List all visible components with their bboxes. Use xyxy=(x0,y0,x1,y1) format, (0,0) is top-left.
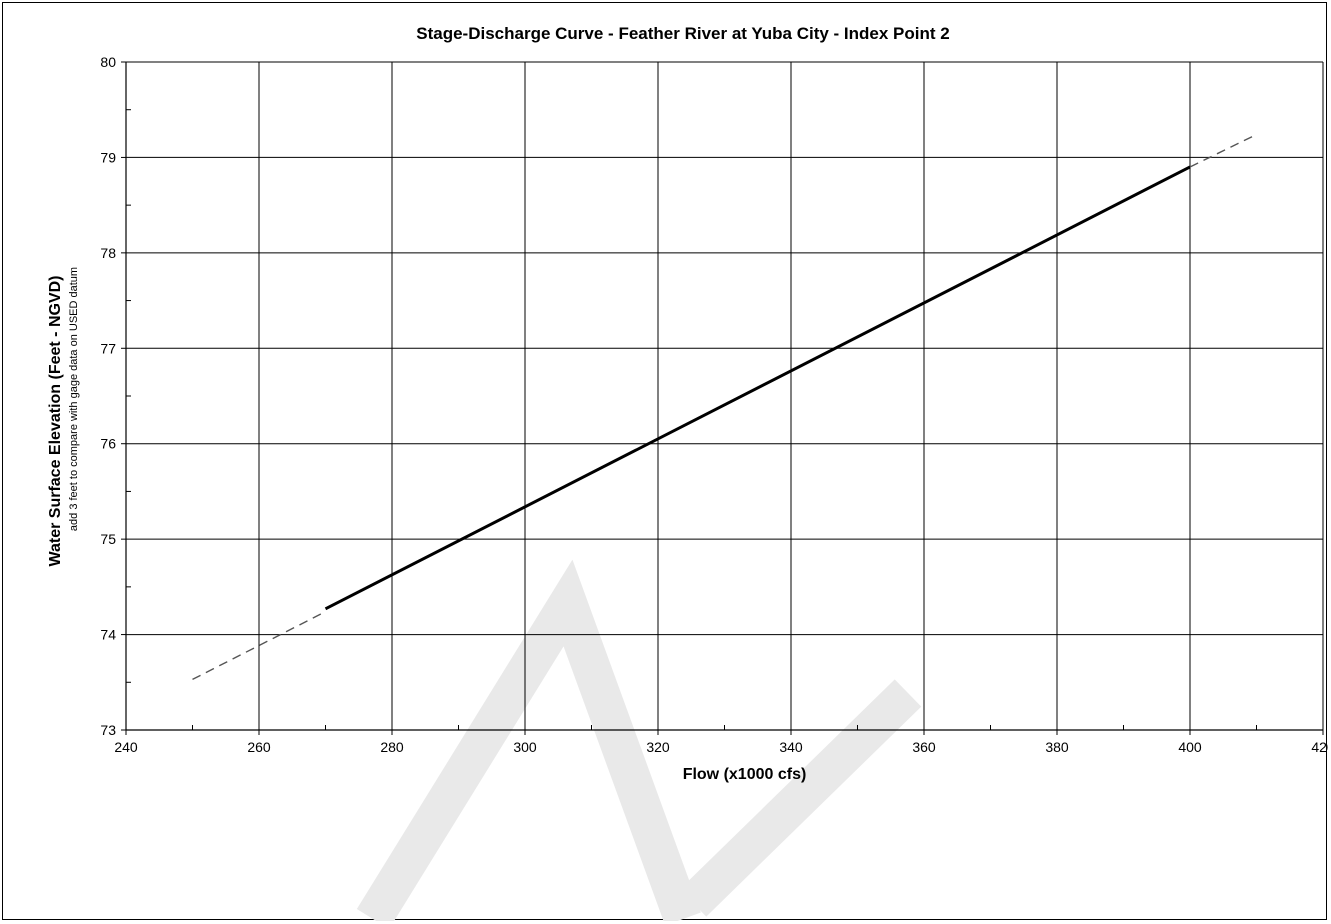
watermark xyxy=(356,559,922,921)
y-tick-label: 80 xyxy=(100,54,116,70)
stage-discharge-line xyxy=(324,165,1191,611)
x-tick-label: 260 xyxy=(247,739,271,755)
extrapolated-segment-line xyxy=(192,611,326,681)
data-series xyxy=(192,133,1257,681)
x-tick-label: 420 xyxy=(1311,739,1328,755)
x-tick-label: 360 xyxy=(912,739,936,755)
x-tick-label: 240 xyxy=(114,739,138,755)
x-tick-label: 400 xyxy=(1178,739,1202,755)
y-tick-label: 74 xyxy=(100,627,116,643)
y-tick-label: 73 xyxy=(100,722,116,738)
y-tick-label: 77 xyxy=(100,340,116,356)
x-tick-label: 300 xyxy=(513,739,537,755)
x-axis-title: Flow (x1000 cfs) xyxy=(683,766,807,783)
gridlines xyxy=(126,61,1324,730)
axes xyxy=(121,61,1324,735)
x-tick-label: 380 xyxy=(1045,739,1069,755)
x-tick-label: 280 xyxy=(380,739,404,755)
x-tick-label: 340 xyxy=(779,739,803,755)
y-tick-label: 75 xyxy=(100,531,116,547)
y-tick-label: 76 xyxy=(100,436,116,452)
chart-title: Stage-Discharge Curve - Feather River at… xyxy=(416,24,949,43)
y-axis-note: add 3 feet to compare with gage data on … xyxy=(68,267,80,531)
x-tick-label: 320 xyxy=(646,739,670,755)
y-tick-label: 78 xyxy=(100,245,116,261)
tick-labels: 240 260 280 300 320 340 360 380 400 420 73 74 75 76 77… xyxy=(100,54,1328,755)
extrapolated-segment-line xyxy=(1189,133,1257,168)
chart-svg: Stage-Discharge Curve - Feather River at… xyxy=(47,24,1328,921)
y-axis-title: Water Surface Elevation (Feet - NGVD) xyxy=(47,275,64,566)
y-axis-title-group: Water Surface Elevation (Feet - NGVD) ad… xyxy=(47,267,80,567)
y-tick-label: 79 xyxy=(100,149,116,165)
